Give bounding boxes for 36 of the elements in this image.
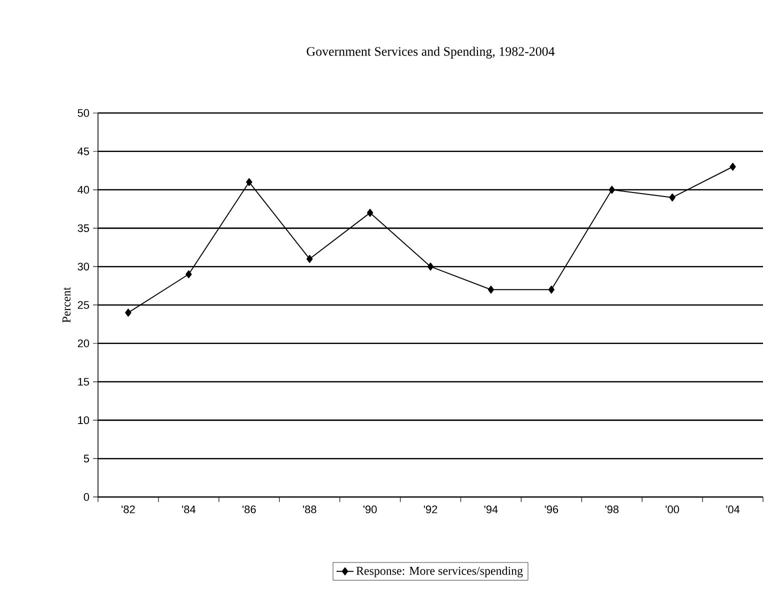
y-tick-label: 5 [84,454,90,462]
x-tick-label: '84 [182,506,196,514]
y-tick-label: 35 [78,224,90,232]
x-tick-label: '88 [303,506,316,514]
point [488,286,494,294]
y-tick-label: 25 [78,301,90,309]
x-tick-label: '86 [242,506,256,514]
x-tick-label: '04 [726,506,740,514]
x-tick-label: '92 [424,506,438,514]
legend-label: Response: More services/spending [356,566,523,578]
x-tick-label: '98 [605,506,619,514]
point [427,262,434,271]
x-tick-label: '94 [484,506,498,514]
chart-title: Government Services and Spending, 1982-2004 [306,46,555,58]
point [306,254,313,263]
x-tick-label: '82 [122,506,135,514]
point [186,270,192,278]
y-tick-label: 10 [78,416,90,424]
point [669,193,676,202]
point [366,208,374,217]
point [608,186,615,194]
y-tick-label: 20 [78,340,90,348]
y-tick-label: 40 [78,186,90,194]
point [125,308,132,317]
point [548,286,555,294]
y-tick-label: 0 [84,493,90,501]
point [730,162,736,171]
y-tick-label: 30 [78,262,90,270]
y-axis-title: Percent [62,287,70,323]
x-tick-label: '96 [544,506,558,514]
y-tick-label: 50 [78,109,90,117]
x-tick-label: '90 [363,506,377,514]
point [246,178,252,186]
x-tick-label: '00 [666,506,680,514]
y-tick-label: 15 [78,378,90,386]
y-tick-label: 45 [78,148,90,156]
